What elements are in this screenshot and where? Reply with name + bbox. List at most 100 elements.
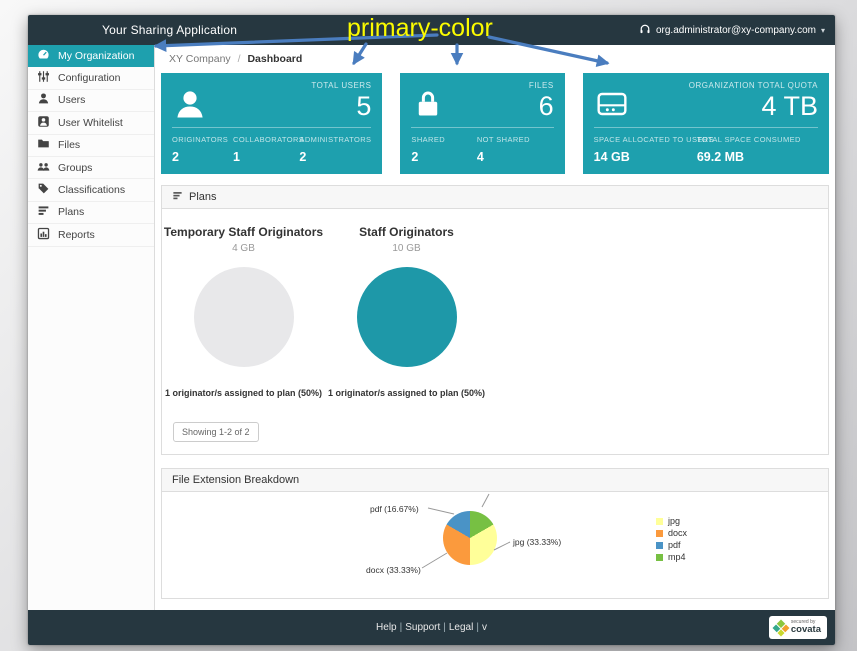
sidebar-item-reports[interactable]: Reports	[28, 224, 154, 247]
footer-link-support[interactable]: Support	[405, 622, 441, 633]
legend-swatch	[656, 517, 663, 525]
legend-swatch	[656, 553, 663, 561]
pie-label-jpg: jpg (33.33%)	[513, 537, 562, 547]
sidebar-item-my-organization[interactable]: My Organization	[28, 45, 154, 68]
breadcrumb-current: Dashboard	[247, 53, 303, 65]
file-extension-panel-body: pdf (16.67%) jpg (33.33%) docx (33.33%) …	[162, 492, 828, 598]
divider	[172, 127, 372, 128]
stat-column: ORIGINATORS 2	[172, 135, 229, 164]
sidebar-item-configuration[interactable]: Configuration	[28, 67, 154, 90]
covata-badge-name: covata	[790, 624, 821, 636]
caret-down-icon: ▾	[820, 25, 825, 35]
footer-links: Help | Support | Legal | v	[376, 622, 487, 633]
list-bars-icon	[172, 190, 183, 204]
stat-column: NOT SHARED 4	[476, 135, 530, 164]
sidebar-item-plans[interactable]: Plans	[28, 202, 154, 225]
pie-label-pdf: pdf (16.67%)	[370, 504, 419, 514]
list-bars-icon	[37, 204, 50, 220]
hard-drive-icon	[596, 90, 628, 123]
plan-quota: 10 GB	[392, 243, 421, 254]
plan-pie-chart	[356, 267, 457, 367]
legend-item: pdf	[656, 540, 687, 550]
stat-card-value: 5	[356, 91, 372, 121]
stat-card-label: FILES	[528, 81, 554, 90]
plan-chart: Staff Originators 10 GB 1 originator/s a…	[325, 225, 488, 398]
sidebar-item-classifications[interactable]: Classifications	[28, 179, 154, 202]
breadcrumb-parent[interactable]: XY Company	[169, 53, 231, 65]
stat-cards-row: TOTAL USERS 5 ORIGINATORS 2 COLLABORATOR…	[161, 73, 829, 174]
sidebar-item-label: Reports	[58, 228, 95, 241]
plans-panel-header: Plans	[162, 186, 828, 209]
stat-card-label: TOTAL USERS	[311, 81, 372, 90]
plan-chart: Temporary Staff Originators 4 GB 1 origi…	[162, 225, 325, 398]
breadcrumb-separator: /	[237, 53, 241, 65]
person-icon	[172, 86, 208, 127]
stat-card: ORGANIZATION TOTAL QUOTA 4 TB SPACE ALLO…	[582, 73, 829, 174]
top-navbar: Your Sharing Application org.administrat…	[28, 15, 835, 45]
sidebar-item-label: Groups	[58, 161, 93, 174]
stat-card: TOTAL USERS 5 ORIGINATORS 2 COLLABORATOR…	[161, 73, 383, 174]
headset-icon	[639, 23, 651, 38]
tag-icon	[37, 182, 50, 198]
plan-title: Staff Originators	[359, 225, 454, 239]
sidebar-item-label: Plans	[58, 206, 85, 219]
divider	[593, 127, 818, 128]
legend-swatch	[656, 529, 663, 537]
sidebar-item-groups[interactable]: Groups	[28, 157, 154, 180]
sidebar-item-user-whitelist[interactable]: User Whitelist	[28, 112, 154, 135]
pagination-status-button[interactable]: Showing 1-2 of 2	[173, 422, 259, 442]
covata-badge-tagline: secured by	[790, 619, 816, 626]
stat-card: FILES 6 SHARED 2 NOT SHARED 4	[400, 73, 565, 174]
file-extension-panel-title: File Extension Breakdown	[172, 474, 300, 486]
legend-item: jpg	[656, 516, 687, 526]
main-content: XY Company / Dashboard TOTAL USERS 5	[155, 45, 835, 610]
sidebar-item-label: My Organization	[58, 49, 135, 62]
people-icon	[37, 160, 50, 176]
legend-item: docx	[656, 528, 687, 538]
plan-pie-chart	[193, 267, 294, 367]
stat-card-value: 6	[538, 91, 554, 121]
plan-quota: 4 GB	[232, 243, 255, 254]
chart-legend: jpg docx pdf mp4	[656, 516, 687, 564]
user-badge-icon	[37, 115, 50, 131]
user-icon	[37, 92, 50, 108]
footer-link-version[interactable]: v	[481, 622, 487, 633]
plan-caption: 1 originator/s assigned to plan (50%)	[327, 388, 486, 398]
stat-card-label: ORGANIZATION TOTAL QUOTA	[688, 81, 818, 90]
legend-swatch	[656, 541, 663, 549]
app-title: Your Sharing Application	[102, 23, 238, 37]
footer-link-legal[interactable]: Legal	[448, 622, 474, 633]
plans-panel-body: Temporary Staff Originators 4 GB 1 origi…	[162, 209, 828, 454]
sidebar-item-files[interactable]: Files	[28, 135, 154, 157]
lock-icon	[414, 89, 442, 124]
bar-chart-icon	[37, 227, 50, 243]
user-menu-label: org.administrator@xy-company.com	[655, 24, 816, 36]
footer: Help | Support | Legal | v secured by covata	[28, 610, 835, 645]
file-extension-panel-header: File Extension Breakdown	[162, 469, 828, 492]
covata-logo-icon	[772, 619, 790, 636]
stat-column: COLLABORATORS 1	[233, 135, 305, 164]
file-extension-panel: File Extension Breakdown pdf (16.67%) jp…	[161, 468, 829, 599]
plans-panel-title: Plans	[189, 191, 217, 203]
divider	[411, 127, 554, 128]
plan-caption: 1 originator/s assigned to plan (50%)	[164, 388, 323, 398]
breadcrumb: XY Company / Dashboard	[161, 52, 829, 73]
legend-item: mp4	[656, 552, 687, 562]
pie-label-docx: docx (33.33%)	[366, 565, 421, 575]
stat-column: SHARED 2	[411, 135, 446, 164]
folder-icon	[37, 137, 50, 153]
plans-panel: Plans Temporary Staff Originators 4 GB 1…	[161, 185, 829, 455]
user-menu[interactable]: org.administrator@xy-company.com ▾	[639, 23, 835, 38]
file-extension-pie	[443, 511, 497, 565]
sidebar-item-label: User Whitelist	[58, 116, 123, 129]
sidebar-item-users[interactable]: Users	[28, 90, 154, 113]
covata-badge[interactable]: secured by covata	[768, 616, 827, 639]
sidebar-item-label: Users	[58, 94, 86, 107]
footer-link-help[interactable]: Help	[376, 622, 397, 633]
plan-title: Temporary Staff Originators	[163, 225, 324, 239]
sidebar-item-label: Files	[58, 139, 81, 152]
stat-card-value: 4 TB	[761, 91, 818, 121]
sliders-icon	[37, 70, 50, 86]
sidebar-item-label: Classifications	[58, 184, 126, 197]
stat-column: ADMINISTRATORS 2	[299, 135, 372, 164]
